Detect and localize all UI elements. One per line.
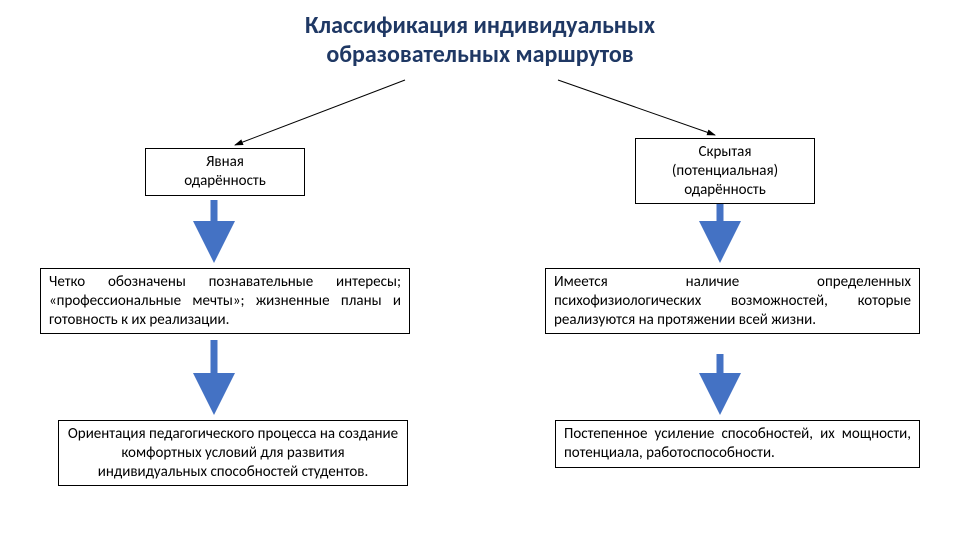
left-box-2: Четко обозначены познавательные интересы…	[40, 268, 410, 334]
left-box-2-text: Четко обозначены познавательные интересы…	[49, 273, 401, 329]
left-box-3-text: Ориентация педагогического процесса на с…	[68, 425, 398, 481]
right-box-3: Постепенное усиление способностей, их мо…	[555, 420, 920, 468]
right-box-3-text: Постепенное усиление способностей, их мо…	[564, 425, 911, 462]
right-box-1-line1: Скрытая	[699, 143, 752, 161]
left-box-1: Явная одарённость	[145, 148, 305, 196]
left-box-3: Ориентация педагогического процесса на с…	[58, 420, 408, 486]
right-box-1-line3: одарённость	[684, 181, 766, 199]
left-box-1-line2: одарённость	[184, 172, 266, 190]
right-box-2-text: Имеется наличие определенных психофизиол…	[554, 273, 911, 329]
right-box-1-line2: (потенциальная)	[672, 162, 778, 180]
right-box-2: Имеется наличие определенных психофизиол…	[545, 268, 920, 334]
right-box-1: Скрытая (потенциальная) одарённость	[635, 138, 815, 204]
left-box-1-line1: Явная	[206, 153, 244, 171]
